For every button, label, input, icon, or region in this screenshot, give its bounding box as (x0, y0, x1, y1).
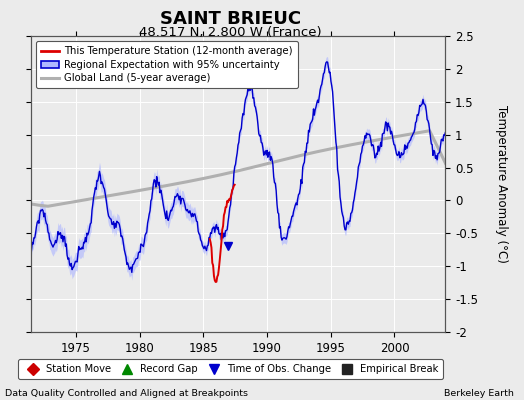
Text: 48.517 N, 2.800 W (France): 48.517 N, 2.800 W (France) (139, 26, 322, 39)
Text: SAINT BRIEUC: SAINT BRIEUC (160, 10, 301, 28)
Text: Data Quality Controlled and Aligned at Breakpoints: Data Quality Controlled and Aligned at B… (5, 389, 248, 398)
Y-axis label: Temperature Anomaly (°C): Temperature Anomaly (°C) (495, 105, 508, 263)
Legend: This Temperature Station (12-month average), Regional Expectation with 95% uncer: This Temperature Station (12-month avera… (37, 41, 298, 88)
Legend: Station Move, Record Gap, Time of Obs. Change, Empirical Break: Station Move, Record Gap, Time of Obs. C… (18, 359, 443, 379)
Text: Berkeley Earth: Berkeley Earth (444, 389, 514, 398)
